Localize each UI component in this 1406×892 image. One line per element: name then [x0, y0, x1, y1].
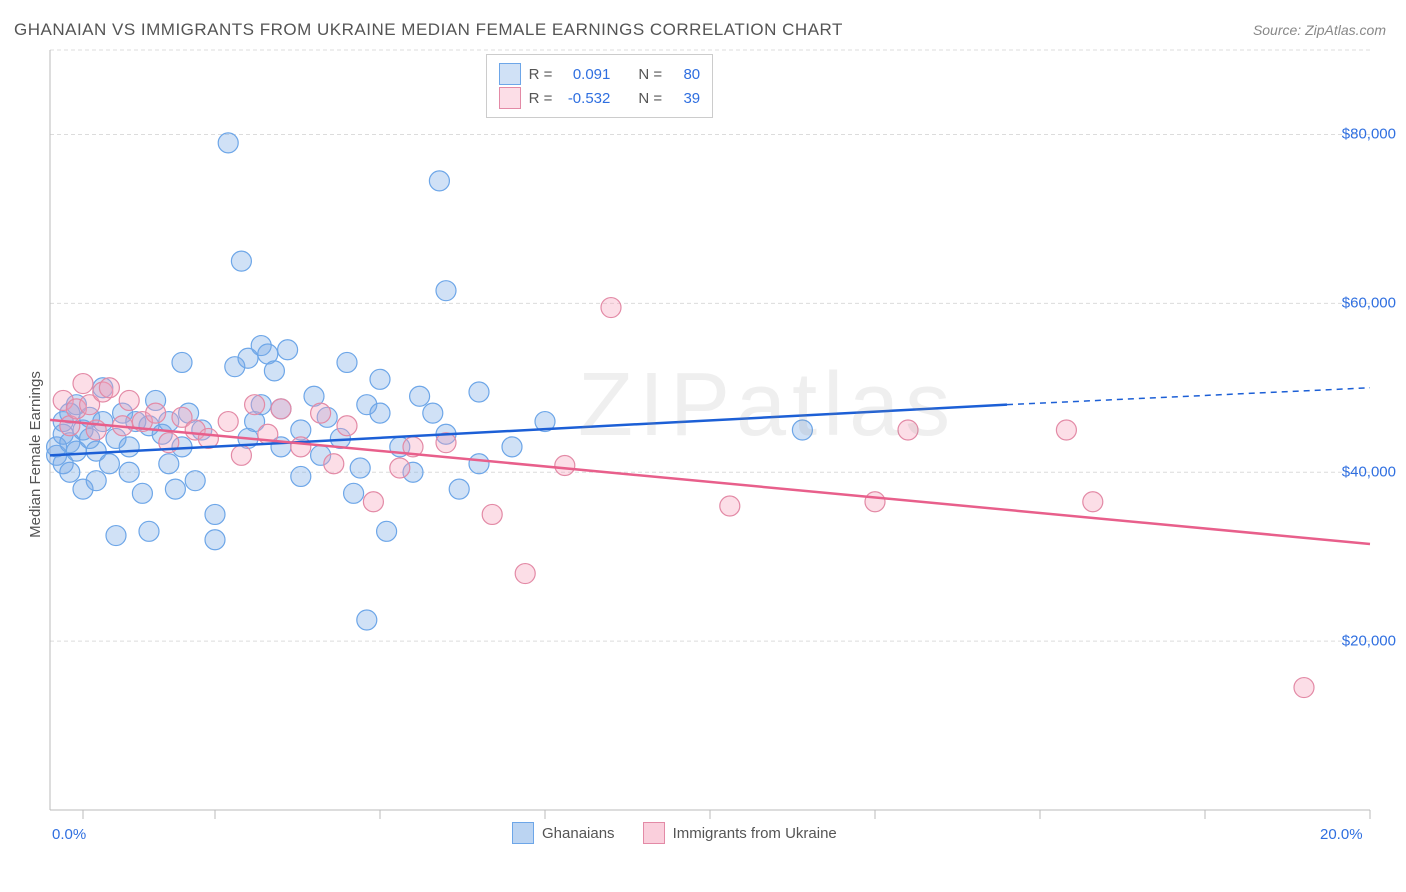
- chart-container: GHANAIAN VS IMMIGRANTS FROM UKRAINE MEDI…: [0, 0, 1406, 892]
- r-value: 0.091: [560, 66, 610, 83]
- x-axis-max-label: 20.0%: [1320, 826, 1363, 843]
- n-label: N =: [638, 66, 662, 83]
- legend-series-item: Ghanaians: [512, 822, 615, 844]
- legend-stat-row: R = 0.091 N = 80: [499, 63, 701, 85]
- legend-stat-row: R = -0.532 N = 39: [499, 87, 701, 109]
- legend-series-item: Immigrants from Ukraine: [643, 822, 837, 844]
- legend-swatch: [499, 87, 521, 109]
- legend-swatch: [512, 822, 534, 844]
- r-value: -0.532: [560, 90, 610, 107]
- r-label: R =: [529, 90, 553, 107]
- scatter-plot-svg: [0, 0, 1406, 892]
- legend-series-label: Ghanaians: [542, 825, 615, 842]
- y-tick-label: $20,000: [1342, 633, 1396, 650]
- legend-series-label: Immigrants from Ukraine: [673, 825, 837, 842]
- legend-swatch: [643, 822, 665, 844]
- legend-swatch: [499, 63, 521, 85]
- x-axis-min-label: 0.0%: [52, 826, 86, 843]
- y-tick-label: $60,000: [1342, 295, 1396, 312]
- n-value: 39: [670, 90, 700, 107]
- r-label: R =: [529, 66, 553, 83]
- correlation-legend: R = 0.091 N = 80 R = -0.532 N = 39: [486, 54, 714, 118]
- n-value: 80: [670, 66, 700, 83]
- n-label: N =: [638, 90, 662, 107]
- series-legend: Ghanaians Immigrants from Ukraine: [512, 822, 837, 844]
- y-tick-label: $40,000: [1342, 464, 1396, 481]
- y-tick-label: $80,000: [1342, 126, 1396, 143]
